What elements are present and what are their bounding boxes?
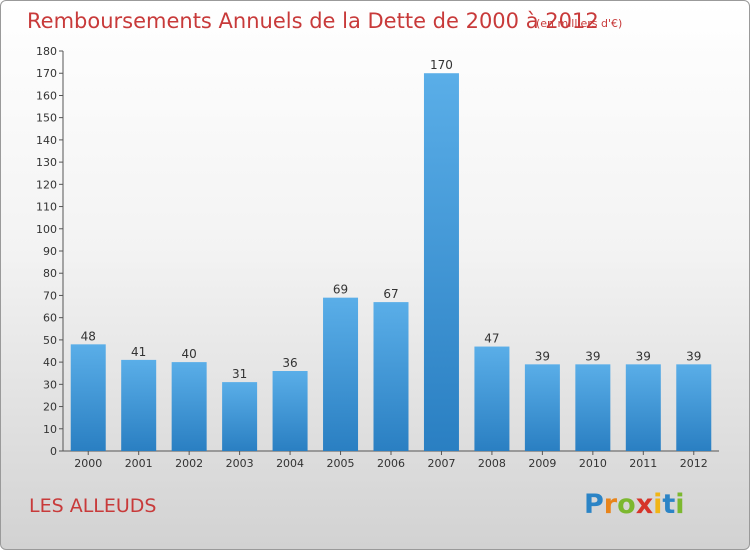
bar-value-label: 39	[535, 349, 550, 363]
bar-value-label: 48	[81, 329, 96, 343]
bar-value-label: 67	[383, 287, 398, 301]
y-tick-label: 20	[43, 401, 57, 414]
bar-value-label: 69	[333, 283, 348, 297]
x-tick-label: 2002	[175, 457, 203, 470]
y-tick-label: 70	[43, 289, 57, 302]
x-tick-label: 2009	[528, 457, 556, 470]
x-tick-label: 2001	[125, 457, 153, 470]
bar	[423, 73, 459, 451]
x-tick-label: 2004	[276, 457, 304, 470]
bar-value-label: 39	[686, 349, 701, 363]
x-tick-label: 2003	[226, 457, 254, 470]
bars: 48 41 40 31 36 69 67 170 47 39 39 39 39	[70, 58, 712, 451]
y-tick-label: 80	[43, 267, 57, 280]
y-tick-label: 50	[43, 334, 57, 347]
bar-value-label: 39	[585, 349, 600, 363]
bar	[171, 362, 207, 451]
y-tick-label: 0	[50, 445, 57, 458]
y-tick-label: 100	[36, 223, 57, 236]
y-tick-label: 160	[36, 89, 57, 102]
y-tick-label: 30	[43, 378, 57, 391]
x-tick-label: 2000	[74, 457, 102, 470]
x-tick-label: 2005	[327, 457, 355, 470]
y-tick-label: 10	[43, 423, 57, 436]
bar-value-label: 31	[232, 367, 247, 381]
chart-title: Remboursements Annuels de la Dette de 20…	[27, 9, 599, 33]
y-tick-label: 40	[43, 356, 57, 369]
bar	[474, 346, 510, 451]
bar	[121, 359, 157, 451]
y-tick-label: 120	[36, 178, 57, 191]
y-tick-label: 110	[36, 201, 57, 214]
bar	[625, 364, 661, 451]
x-tick-label: 2011	[629, 457, 657, 470]
x-tick-label: 2012	[680, 457, 708, 470]
x-tick-label: 2010	[579, 457, 607, 470]
y-axis: 0 10 20 30 40 50 60 70 80 90 100 110 120 130 140 150 160…	[36, 45, 64, 458]
bar-value-label: 40	[182, 347, 197, 361]
bar	[70, 344, 106, 451]
bar	[575, 364, 611, 451]
y-tick-label: 150	[36, 112, 57, 125]
y-tick-label: 140	[36, 134, 57, 147]
y-tick-label: 180	[36, 45, 57, 58]
bar-value-label: 36	[282, 356, 297, 370]
bar	[676, 364, 712, 451]
bar	[272, 371, 308, 451]
bar	[373, 302, 409, 451]
bar-value-label: 39	[636, 349, 651, 363]
y-tick-label: 90	[43, 245, 57, 258]
y-tick-label: 60	[43, 312, 57, 325]
bar-value-label: 170	[430, 58, 453, 72]
location-label: LES ALLEUDS	[29, 495, 157, 517]
chart-unit: (en milliers d'€)	[536, 17, 623, 30]
x-tick-label: 2008	[478, 457, 506, 470]
bar	[524, 364, 560, 451]
bar	[222, 382, 258, 451]
x-tick-label: 2006	[377, 457, 405, 470]
y-tick-label: 130	[36, 156, 57, 169]
x-tick-label: 2007	[427, 457, 455, 470]
proxiti-logo: Proxiti	[584, 489, 685, 520]
bar	[323, 297, 359, 451]
x-axis: 2000 2001 2002 2003 2004 2005 2006 2007 2008 2009…	[63, 450, 719, 470]
y-tick-label: 170	[36, 67, 57, 80]
bar-value-label: 47	[484, 332, 499, 346]
bar-value-label: 41	[131, 345, 146, 359]
